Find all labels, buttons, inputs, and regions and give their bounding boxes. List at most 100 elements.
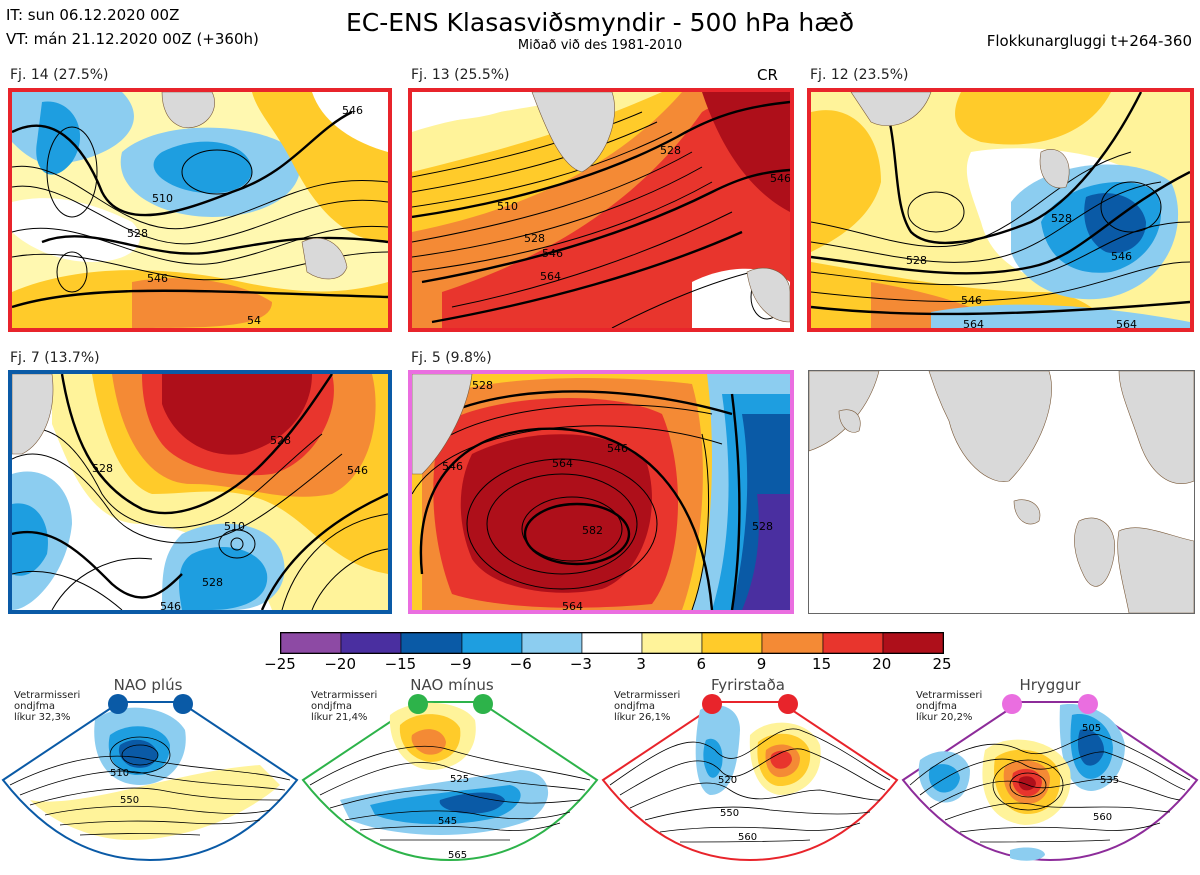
contour-label: 546 (542, 247, 563, 260)
contour-label: 510 (224, 520, 245, 533)
contour-label: 546 (442, 460, 463, 473)
colorbar-segment (581, 633, 643, 653)
colorbar-tick: −25 (264, 655, 296, 673)
contour-label: 546 (342, 104, 363, 117)
regime-title: Hryggur (1019, 676, 1081, 694)
contour-label: 510 (152, 192, 173, 205)
regime-title: NAO mínus (410, 676, 494, 694)
panel-label: Fj. 13 (25.5%) (411, 67, 510, 83)
regime-dot (173, 694, 193, 714)
colorbar-tick: 9 (756, 655, 767, 673)
colorbar-segment (882, 633, 943, 653)
contour-label: 528 (472, 379, 493, 392)
regime-title: Fyrirstaða (711, 676, 785, 694)
contour-label: 582 (582, 524, 603, 537)
colorbar-tick: −9 (449, 655, 472, 673)
contour-label: 505 (1082, 723, 1101, 734)
colorbar-segment (461, 633, 523, 653)
regime-dot (778, 694, 798, 714)
colorbar-tick: 15 (812, 655, 832, 673)
regime-info: Vetrarmisseri ondjfma líkur 26,1% (614, 690, 681, 723)
contour-label: 546 (770, 172, 790, 185)
contour-label: 528 (92, 462, 113, 475)
contour-label: 528 (270, 434, 291, 447)
colorbar-segment (400, 633, 463, 653)
contour-label: 564 (552, 457, 573, 470)
contour-label: 528 (906, 254, 927, 267)
contour-label: 546 (347, 464, 368, 477)
regime-dot (108, 694, 128, 714)
contour-label: 528 (752, 520, 773, 533)
regime-info: Vetrarmisseri ondjfma líkur 32,3% (14, 690, 81, 723)
chart-title: EC-ENS Klasasviðsmyndir - 500 hPa hæð (345, 8, 855, 37)
colorbar-segment (822, 633, 884, 653)
colorbar-segment (641, 633, 703, 653)
colorbar-tick: 20 (872, 655, 892, 673)
contour-label: 520 (718, 775, 737, 786)
contour-label: 546 (607, 442, 628, 455)
contour-label: 546 (961, 294, 982, 307)
regime-dot (1002, 694, 1022, 714)
regime-dot (1078, 694, 1098, 714)
contour-label: 510 (497, 200, 518, 213)
contour-label: 510 (110, 768, 129, 779)
contour-label: 560 (738, 832, 757, 843)
reference-land-map (808, 370, 1195, 614)
colorbar-labels: −25 −20 −15 −9 −6 −3 3 6 9 15 20 25 (264, 655, 951, 674)
issue-time: IT: sun 06.12.2020 00Z (6, 6, 180, 24)
cluster-map-fj5: 528 546 564 582 564 546 528 (408, 370, 794, 614)
valid-time: VT: mán 21.12.2020 00Z (+360h) (6, 30, 259, 48)
colorbar-segment (281, 633, 342, 653)
contour-label: 528 (660, 144, 681, 157)
contour-label: 528 (127, 227, 148, 240)
panel-label: Fj. 5 (9.8%) (411, 350, 492, 366)
contour-label: 528 (202, 576, 223, 589)
chart-subtitle: Miðað við des 1981-2010 (517, 38, 683, 53)
panel-label: Fj. 7 (13.7%) (10, 350, 100, 366)
cluster-map-fj7: 528 528 546 510 528 546 (8, 370, 392, 614)
contour-label: 564 (562, 600, 583, 610)
contour-label: 535 (1100, 775, 1119, 786)
colorbar-segment (521, 633, 583, 653)
contour-label: 546 (147, 272, 168, 285)
colorbar-tick: 25 (932, 655, 952, 673)
colorbar-segment (761, 633, 824, 653)
contour-label: 550 (720, 808, 739, 819)
regime-map-nao-plus: 510 550 (0, 690, 300, 871)
regime-dot (702, 694, 722, 714)
regime-map-nao-minus: 525 545 565 (300, 690, 600, 871)
contour-label: 565 (448, 850, 467, 861)
regime-dot (408, 694, 428, 714)
colorbar-tick: 6 (696, 655, 707, 673)
classification-window: Flokkunargluggi t+264-360 (986, 32, 1192, 50)
regime-map-ridge: 505 535 560 (900, 690, 1200, 871)
contour-label: 54 (247, 314, 261, 327)
contour-label: 564 (1116, 318, 1137, 328)
regime-info: Vetrarmisseri ondjfma líkur 20,2% (916, 690, 983, 723)
colorbar-segment (701, 633, 763, 653)
contour-label: 546 (1111, 250, 1132, 263)
contour-label: 564 (963, 318, 984, 328)
colorbar-segment (340, 633, 402, 653)
contour-label: 545 (438, 816, 457, 827)
regime-info: Vetrarmisseri ondjfma líkur 21,4% (311, 690, 378, 723)
colorbar-tick: −6 (509, 655, 532, 673)
contour-label: 564 (540, 270, 561, 283)
colorbar (280, 632, 944, 654)
regime-map-blocking: 520 550 560 (600, 690, 900, 871)
cluster-map-fj13: 510 528 546 564 528 546 (408, 88, 794, 332)
contour-label: 528 (524, 232, 545, 245)
colorbar-tick: −3 (569, 655, 592, 673)
panel-label: Fj. 14 (27.5%) (10, 67, 109, 83)
contour-label: 528 (1051, 212, 1072, 225)
colorbar-tick: −15 (384, 655, 417, 673)
cluster-map-fj14: 510 528 546 546 54 (8, 88, 392, 332)
cr-badge: CR (757, 66, 778, 84)
contour-label: 546 (160, 600, 181, 610)
regime-dot (473, 694, 493, 714)
contour-label: 525 (450, 774, 469, 785)
contour-label: 550 (120, 795, 139, 806)
panel-label: Fj. 12 (23.5%) (810, 67, 909, 83)
contour-label: 560 (1093, 812, 1112, 823)
cluster-map-fj12: 528 546 546 564 528 564 (807, 88, 1194, 332)
